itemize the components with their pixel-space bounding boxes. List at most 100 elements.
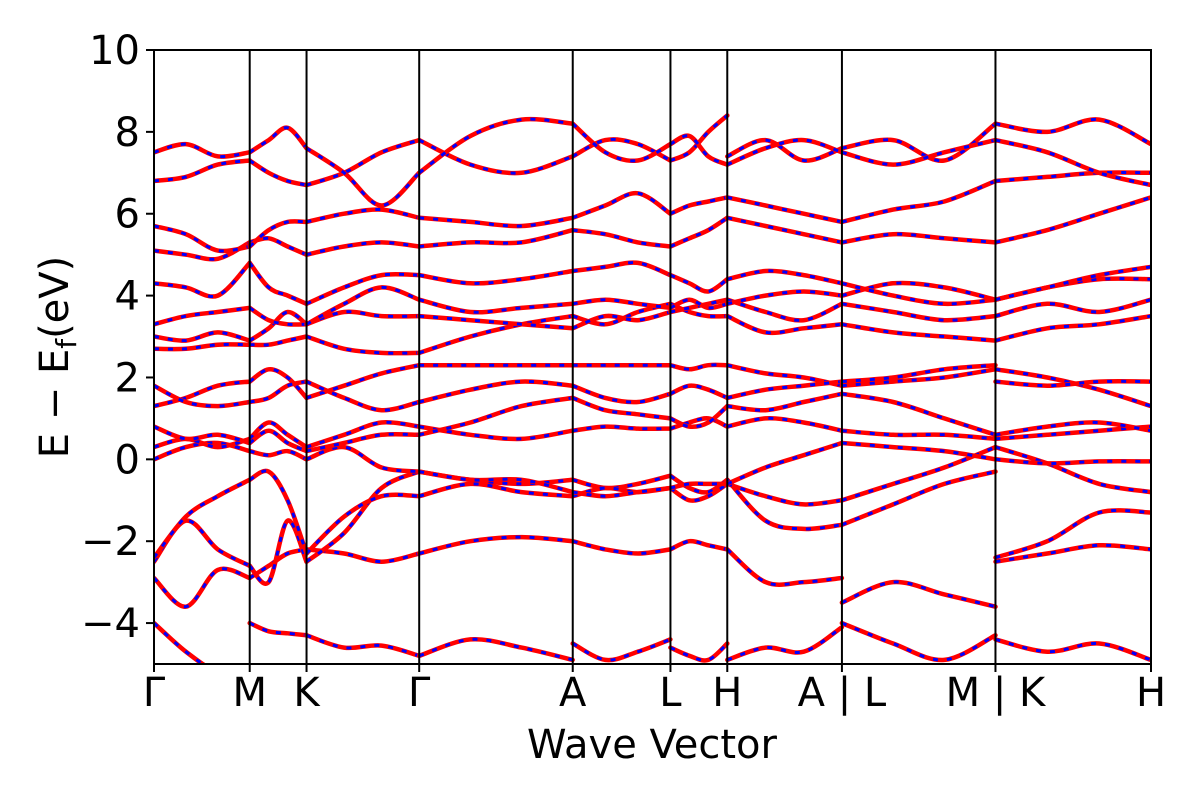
band-16-segment-5-dashed bbox=[571, 137, 672, 162]
band-13 bbox=[154, 260, 1151, 307]
x-tick-label-3: K bbox=[293, 670, 321, 716]
band-1-segment-4 bbox=[416, 636, 575, 663]
band-5-segment-1-dashed bbox=[154, 441, 251, 461]
band-13-segment-5-dashed bbox=[572, 261, 671, 277]
band-5-segment-6-dashed bbox=[670, 482, 728, 490]
band-15-segment-5-dashed bbox=[572, 191, 672, 220]
band-14-segment-2-dashed bbox=[249, 236, 308, 257]
band-11-segment-1-dashed bbox=[154, 330, 251, 343]
band-15-segment-2-dashed bbox=[248, 219, 307, 248]
band-lines bbox=[154, 113, 1151, 664]
band-17-segment-3 bbox=[304, 145, 422, 208]
band-1-segment-1 bbox=[154, 620, 207, 664]
band-17-segment-6 bbox=[668, 133, 730, 167]
band-4-segment-3-dashed bbox=[305, 493, 420, 555]
band-12-segment-2-dashed bbox=[248, 306, 307, 327]
x-axis-label: Wave Vector bbox=[527, 722, 778, 768]
band-11-segment-5-dashed bbox=[572, 310, 671, 330]
band-11-segment-4 bbox=[416, 313, 575, 331]
x-tick-label-1: Γ bbox=[143, 670, 166, 716]
band-7-segment-7-dashed bbox=[727, 392, 843, 412]
y-tick-label-3: 0 bbox=[115, 437, 140, 483]
y-axis-label-main: E − E bbox=[32, 349, 78, 459]
band-13-segment-1-dashed bbox=[154, 261, 251, 299]
band-8-segment-8 bbox=[839, 367, 998, 388]
band-3 bbox=[154, 469, 1151, 586]
band-7-segment-1-dashed bbox=[154, 425, 251, 445]
band-1-segment-5-dashed bbox=[571, 638, 671, 662]
band-7-segment-3-dashed bbox=[306, 432, 420, 453]
band-7-segment-2-dashed bbox=[248, 429, 308, 453]
band-8-segment-6-dashed bbox=[670, 363, 728, 371]
band-8-segment-3-dashed bbox=[306, 363, 420, 400]
band-15-segment-3-dashed bbox=[306, 208, 420, 224]
band-14-segment-7-dashed bbox=[726, 216, 843, 244]
band-8-segment-9 bbox=[993, 367, 1151, 409]
band-3-segment-9-dashed bbox=[995, 508, 1151, 560]
band-3-segment-2-dashed bbox=[248, 519, 308, 586]
band-15-segment-6 bbox=[668, 195, 730, 216]
band-5-segment-2-dashed bbox=[249, 449, 308, 461]
band-4-segment-2-dashed bbox=[248, 469, 308, 554]
band-12-segment-5-dashed bbox=[572, 298, 671, 310]
band-17-segment-4-dashed bbox=[418, 117, 573, 175]
band-14-segment-3-dashed bbox=[306, 240, 420, 257]
y-tick-label-1: −4 bbox=[81, 601, 140, 647]
band-12-segment-3-dashed bbox=[305, 285, 420, 326]
band-1-segment-1-dashed bbox=[154, 621, 206, 664]
band-13-segment-6-dashed bbox=[669, 273, 729, 294]
band-2-segment-5-dashed bbox=[572, 539, 671, 556]
band-15-segment-1-dashed bbox=[154, 224, 250, 253]
high-symmetry-lines bbox=[248, 50, 997, 664]
band-5-segment-4 bbox=[416, 469, 575, 495]
band-1-segment-7 bbox=[725, 624, 845, 663]
band-10-segment-2-dashed bbox=[249, 335, 307, 347]
band-17-segment-9 bbox=[993, 137, 1151, 188]
band-6-segment-3-dashed bbox=[306, 420, 420, 449]
band-7-segment-6-dashed bbox=[669, 404, 729, 429]
band-4-segment-9 bbox=[993, 444, 1151, 495]
band-3-segment-3 bbox=[304, 469, 422, 564]
band-16-segment-8-dashed bbox=[841, 122, 997, 163]
band-12-segment-7-dashed bbox=[726, 289, 843, 306]
band-16-segment-3-dashed bbox=[306, 138, 420, 187]
plot-frame bbox=[153, 49, 1152, 665]
y-axis-label-subscript: f bbox=[50, 338, 83, 349]
band-15-segment-6-dashed bbox=[669, 195, 728, 216]
band-9-segment-1-dashed bbox=[154, 384, 250, 408]
band-14-segment-6-dashed bbox=[669, 216, 729, 248]
x-tick-label-9: M | K bbox=[946, 670, 1047, 716]
band-4-segment-6-dashed bbox=[669, 482, 729, 503]
band-1-segment-8-dashed bbox=[841, 621, 997, 662]
band-1 bbox=[154, 620, 1151, 664]
band-3-segment-7 bbox=[725, 477, 845, 532]
x-tick-label-7: H bbox=[712, 670, 742, 716]
band-17-segment-8 bbox=[839, 137, 998, 167]
y-axis-label: E − Ef(eV) bbox=[32, 256, 83, 459]
band-13-segment-4 bbox=[416, 268, 575, 286]
band-5-segment-5-dashed bbox=[572, 486, 671, 498]
band-13-segment-7-dashed bbox=[726, 269, 843, 285]
band-7-segment-4 bbox=[416, 395, 575, 438]
band-2-segment-4 bbox=[416, 534, 575, 556]
band-1-segment-7-dashed bbox=[726, 625, 843, 662]
y-tick-label-4: 2 bbox=[115, 355, 140, 401]
band-1-segment-8 bbox=[839, 620, 998, 663]
band-2-segment-7 bbox=[725, 547, 845, 587]
band-4-segment-1 bbox=[154, 477, 252, 560]
x-tick-label-5: A bbox=[559, 670, 587, 716]
x-tick-label-2: M bbox=[232, 670, 267, 716]
band-17 bbox=[154, 116, 1151, 208]
band-13-segment-2 bbox=[247, 260, 309, 307]
band-9-segment-8 bbox=[839, 362, 998, 384]
band-3-segment-3-dashed bbox=[305, 470, 420, 563]
band-2-segment-6-dashed bbox=[669, 539, 728, 551]
band-5-segment-9 bbox=[993, 457, 1151, 466]
band-1-segment-3-dashed bbox=[306, 633, 420, 658]
band-11-segment-3-dashed bbox=[305, 310, 420, 326]
band-13-segment-2-dashed bbox=[248, 261, 308, 306]
band-2 bbox=[154, 534, 1151, 609]
band-15 bbox=[154, 170, 1151, 254]
band-16-segment-4 bbox=[416, 137, 575, 176]
